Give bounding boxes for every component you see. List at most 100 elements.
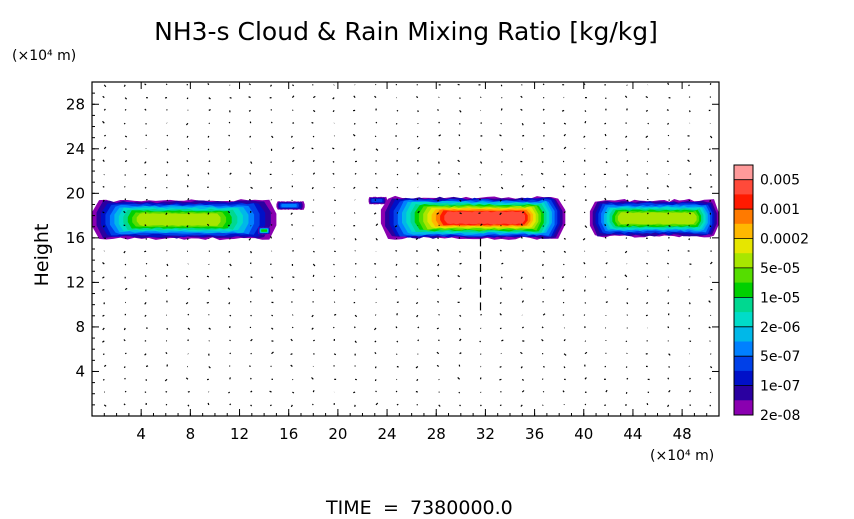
wind-vector: [668, 390, 671, 393]
wind-vector: [563, 146, 567, 150]
wind-vector: [186, 97, 189, 100]
wind-vector: [229, 352, 232, 355]
wind-vector: [103, 146, 107, 150]
wind-vector: [207, 148, 210, 151]
wind-vector: [333, 313, 337, 316]
wind-vector: [541, 161, 544, 163]
wind-vector: [187, 198, 190, 201]
wind-vector: [374, 135, 377, 138]
wind-vector: [102, 289, 105, 291]
wind-vector: [396, 198, 399, 201]
wind-vector: [689, 340, 692, 342]
wind-vector: [416, 314, 419, 318]
wind-vector: [166, 161, 169, 164]
wind-vector: [187, 327, 191, 331]
wind-vector: [584, 185, 587, 188]
wind-vector: [270, 289, 273, 292]
wind-vector: [625, 237, 628, 239]
wind-vector: [375, 402, 379, 406]
colorbar: 0.005 0.001 0.0002 5e-05 1e-05 2e-06 5e-07 1e-0…: [733, 164, 809, 424]
wind-vector: [584, 110, 587, 113]
wind-vector: [375, 238, 378, 241]
wind-vector: [208, 366, 211, 369]
wind-vector: [396, 186, 399, 189]
wind-vector: [542, 250, 545, 253]
x-tick-label: 32: [476, 425, 495, 443]
wind-vector: [499, 249, 502, 252]
wind-vector: [626, 223, 629, 227]
wind-vector: [229, 172, 232, 175]
wind-vector: [124, 352, 127, 355]
wind-vector: [166, 263, 169, 267]
wind-vector: [229, 238, 231, 240]
wind-vector: [103, 404, 107, 407]
wind-vector: [584, 225, 588, 229]
wind-vector: [667, 326, 670, 329]
wind-vector: [352, 133, 356, 137]
wind-vector: [332, 326, 335, 329]
wind-vector: [396, 109, 399, 112]
wind-vector: [459, 404, 461, 407]
wind-vector: [478, 212, 481, 214]
cloud-region: [380, 195, 566, 240]
wind-vector: [102, 340, 105, 343]
wind-vector: [604, 404, 607, 406]
wind-vector: [563, 133, 566, 137]
wind-vector: [396, 365, 399, 368]
wind-vector: [604, 186, 607, 188]
wind-vector: [459, 327, 461, 331]
wind-vector: [270, 186, 273, 189]
wind-vector: [313, 353, 315, 355]
wind-vector: [271, 314, 274, 317]
wind-vector: [458, 391, 461, 394]
wind-vector: [416, 96, 419, 99]
wind-vector: [332, 147, 335, 150]
wind-vector: [645, 135, 649, 139]
wind-vector: [124, 263, 127, 266]
wind-vector: [144, 250, 147, 253]
wind-vector: [521, 122, 524, 126]
wind-vector: [312, 159, 315, 162]
wind-vector: [584, 340, 587, 342]
wind-vector: [312, 135, 315, 138]
wind-vector: [124, 159, 128, 163]
wind-vector: [187, 404, 190, 407]
wind-vector: [123, 366, 126, 369]
wind-vector: [124, 148, 127, 150]
wind-vector: [459, 287, 462, 291]
wind-vector: [708, 148, 711, 151]
wind-vector: [666, 109, 669, 111]
colorbar-swatch: [734, 165, 753, 181]
wind-vector: [102, 95, 105, 99]
wind-vector: [499, 313, 502, 316]
wind-vector: [248, 238, 252, 241]
wind-vector: [291, 146, 295, 150]
wind-vector: [436, 248, 440, 252]
wind-vector: [501, 173, 503, 176]
wind-vector: [415, 275, 419, 278]
wind-vector: [438, 314, 440, 316]
wind-vector: [501, 339, 504, 342]
wind-vector: [207, 172, 210, 175]
x-tick-label: 36: [525, 425, 544, 443]
wind-vector: [311, 377, 314, 380]
wind-vector: [313, 339, 315, 342]
wind-vector: [144, 83, 147, 86]
wind-vector: [562, 301, 565, 304]
wind-vector: [499, 199, 502, 202]
wind-vector: [563, 211, 566, 214]
wind-vector: [395, 326, 398, 329]
wind-vector: [165, 351, 168, 355]
wind-vector: [437, 263, 440, 267]
wind-vector: [165, 174, 168, 177]
wind-vector: [353, 391, 356, 394]
wind-vector: [459, 97, 461, 100]
colorbar-label: 0.0002: [760, 232, 809, 248]
wind-vector: [292, 314, 294, 316]
wind-vector: [290, 404, 293, 408]
wind-vector: [375, 121, 378, 124]
wind-vector: [501, 161, 503, 163]
wind-vector: [417, 146, 421, 150]
wind-vector: [625, 148, 628, 151]
